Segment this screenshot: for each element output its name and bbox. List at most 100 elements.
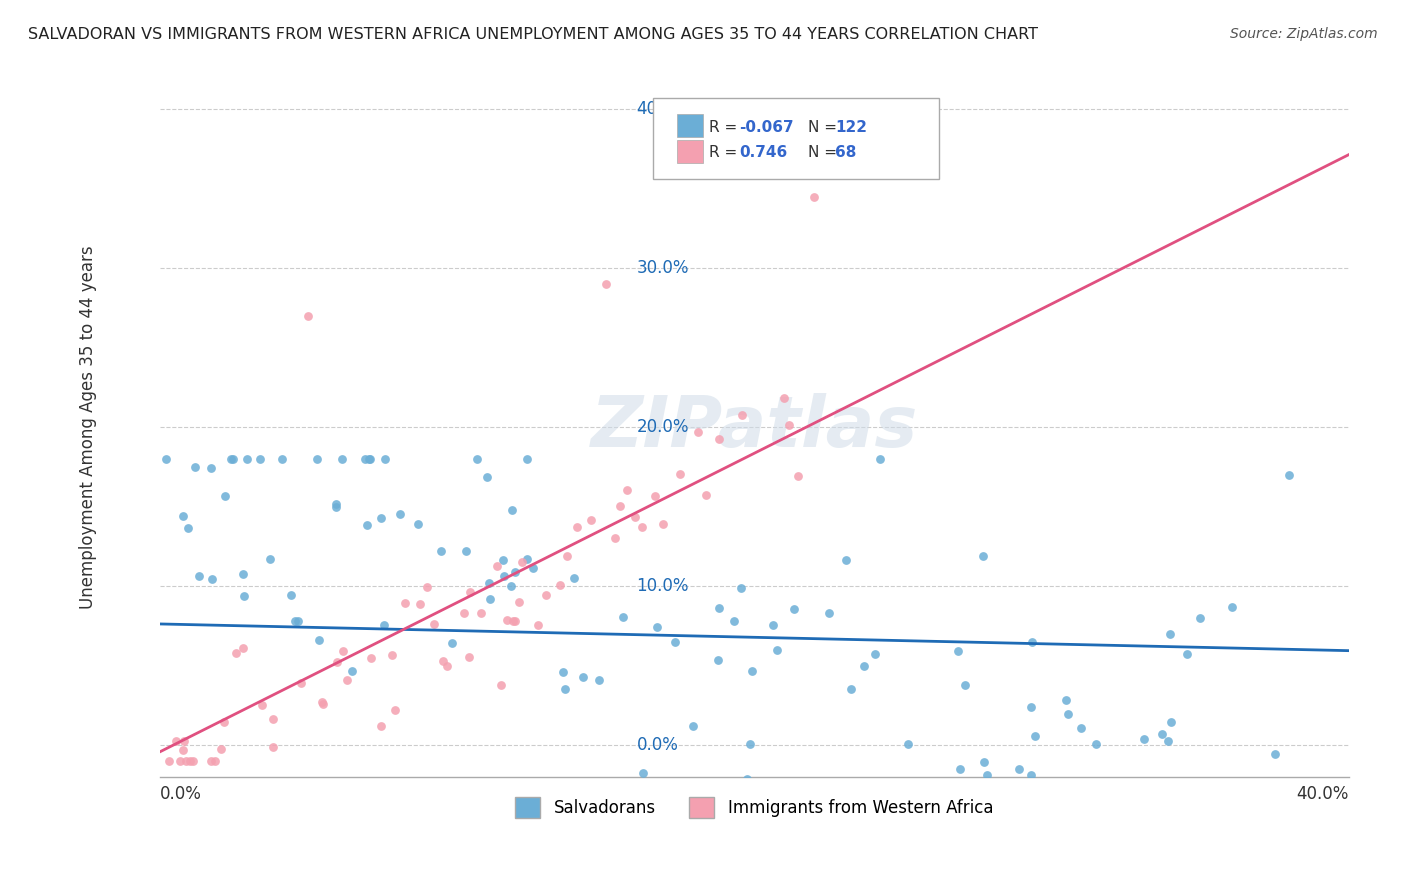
Text: R =: R =	[709, 145, 742, 161]
Point	[1056, 707, 1078, 722]
Point	[1070, 721, 1092, 735]
Point	[723, 614, 745, 628]
Point	[740, 737, 762, 751]
Point	[354, 452, 377, 467]
Point	[1133, 731, 1156, 746]
Point	[1244, 786, 1267, 800]
Point	[1019, 768, 1042, 782]
Point	[516, 452, 538, 467]
Text: 30.0%: 30.0%	[637, 260, 689, 277]
Point	[262, 712, 284, 726]
Point	[803, 189, 825, 203]
Point	[612, 610, 634, 624]
Point	[652, 516, 675, 531]
Point	[374, 452, 396, 467]
Point	[312, 698, 335, 712]
Point	[839, 682, 862, 697]
Point	[603, 531, 626, 545]
Point	[1084, 738, 1107, 752]
Point	[465, 452, 488, 467]
Point	[1222, 786, 1244, 800]
Point	[280, 588, 302, 602]
Point	[172, 743, 194, 757]
FancyBboxPatch shape	[676, 114, 703, 136]
Text: 10.0%: 10.0%	[637, 577, 689, 595]
Point	[388, 507, 411, 521]
Point	[551, 665, 574, 679]
Point	[270, 452, 292, 467]
Point	[232, 589, 254, 603]
Point	[741, 664, 763, 678]
Point	[179, 754, 201, 768]
Point	[668, 467, 690, 482]
Point	[249, 452, 271, 467]
Point	[773, 392, 796, 406]
Point	[1062, 786, 1084, 800]
Point	[373, 618, 395, 632]
Point	[200, 754, 222, 768]
Point	[695, 488, 717, 502]
Point	[1150, 727, 1173, 741]
Point	[852, 659, 875, 673]
Point	[478, 591, 501, 606]
Point	[730, 582, 752, 596]
Point	[155, 452, 177, 467]
Text: 68: 68	[835, 145, 856, 161]
Point	[588, 673, 610, 687]
Point	[311, 695, 333, 709]
Point	[1244, 786, 1267, 800]
Point	[631, 520, 654, 534]
Point	[432, 654, 454, 668]
Point	[637, 786, 659, 800]
Point	[307, 452, 329, 467]
Point	[1174, 786, 1197, 800]
Point	[706, 652, 728, 666]
Point	[259, 552, 281, 566]
Point	[287, 614, 309, 628]
Text: Unemployment Among Ages 35 to 44 years: Unemployment Among Ages 35 to 44 years	[79, 245, 97, 609]
Point	[828, 786, 851, 800]
Point	[290, 675, 312, 690]
Point	[212, 714, 235, 729]
Point	[645, 620, 668, 634]
Point	[436, 659, 458, 673]
Point	[664, 635, 686, 649]
Point	[430, 543, 453, 558]
Point	[470, 607, 492, 621]
Point	[835, 553, 858, 567]
Point	[973, 755, 995, 769]
Point	[221, 452, 243, 467]
Point	[157, 754, 180, 768]
Point	[297, 309, 319, 323]
Point	[406, 516, 429, 531]
Text: 40.0%: 40.0%	[637, 100, 689, 119]
Point	[527, 617, 550, 632]
Point	[183, 754, 205, 768]
Point	[503, 565, 526, 579]
Text: 20.0%: 20.0%	[637, 418, 689, 436]
Point	[1189, 786, 1212, 800]
Point	[1159, 627, 1181, 641]
Point	[1128, 786, 1150, 800]
Point	[731, 408, 754, 422]
Point	[370, 511, 392, 525]
Point	[458, 585, 481, 599]
Point	[707, 601, 730, 615]
Point	[176, 754, 198, 768]
Text: -0.067: -0.067	[738, 120, 793, 136]
Text: SALVADORAN VS IMMIGRANTS FROM WESTERN AFRICA UNEMPLOYMENT AMONG AGES 35 TO 44 YE: SALVADORAN VS IMMIGRANTS FROM WESTERN AF…	[28, 27, 1038, 42]
Point	[325, 500, 347, 514]
Point	[326, 655, 349, 669]
Point	[1021, 635, 1043, 649]
Point	[948, 643, 970, 657]
Point	[644, 489, 666, 503]
Point	[209, 742, 232, 756]
Point	[440, 636, 463, 650]
Point	[508, 595, 530, 609]
Point	[948, 762, 970, 776]
Point	[235, 452, 257, 467]
Point	[778, 418, 800, 433]
Point	[787, 468, 810, 483]
Text: 0.0%: 0.0%	[637, 736, 679, 754]
Point	[1264, 747, 1286, 761]
